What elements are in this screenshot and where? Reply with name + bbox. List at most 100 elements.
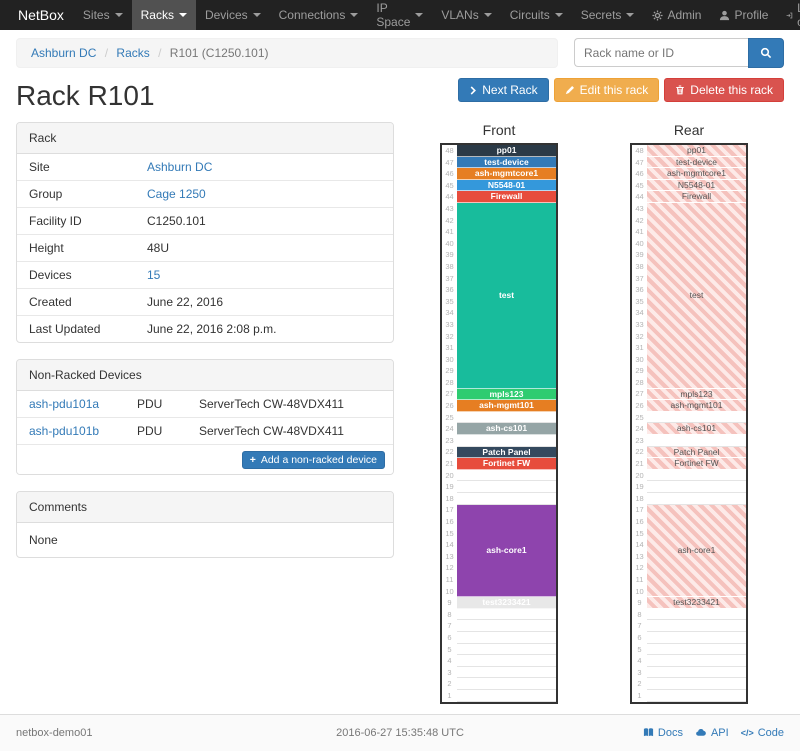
rack-empty-unit[interactable] (647, 492, 746, 505)
rack-empty-unit[interactable] (647, 666, 746, 679)
docs-link[interactable]: Docs (643, 727, 683, 739)
nav-item-ip-space[interactable]: IP Space (367, 0, 432, 30)
rack-empty-unit[interactable] (647, 643, 746, 656)
unit-number: 32 (635, 331, 644, 341)
rack-device-rear[interactable]: test (647, 202, 746, 389)
rack-empty-unit[interactable] (457, 643, 556, 656)
rack-empty-unit[interactable] (647, 608, 746, 621)
nav-item-vlans[interactable]: VLANs (432, 0, 500, 30)
rack-empty-unit[interactable] (457, 690, 556, 702)
rack-empty-unit[interactable] (647, 411, 746, 424)
rack-device-front[interactable]: Patch Panel (457, 446, 556, 459)
rack-empty-unit[interactable] (647, 690, 746, 702)
unit-number: 13 (635, 551, 644, 561)
breadcrumb-racks[interactable]: Racks (116, 46, 150, 60)
next-rack-button[interactable]: Next Rack (458, 78, 549, 102)
chevron-down-icon (626, 13, 635, 17)
rack-device-front[interactable]: mpls123 (457, 388, 556, 401)
rack-empty-unit[interactable] (457, 678, 556, 691)
group-link[interactable]: Cage 1250 (147, 187, 206, 201)
device-link[interactable]: ash-pdu101a (29, 397, 100, 411)
chevron-down-icon (554, 13, 563, 17)
attr-row-created: Created June 22, 2016 (17, 289, 393, 316)
rack-empty-unit[interactable] (457, 620, 556, 633)
rack-device-front[interactable]: Fortinet FW (457, 458, 556, 470)
rack-empty-unit[interactable] (457, 469, 556, 482)
unit-number: 20 (635, 470, 644, 480)
rack-device-rear[interactable]: pp01 (647, 145, 746, 157)
rack-device-rear[interactable]: Patch Panel (647, 446, 746, 459)
rack-device-rear[interactable]: test-device (647, 156, 746, 169)
rack-device-rear[interactable]: Firewall (647, 191, 746, 203)
breadcrumb: Ashburn DC / Racks / R101 (C1250.101) (16, 38, 558, 68)
rack-device-front[interactable]: ash-mgmtcore1 (457, 168, 556, 180)
nav-item-connections[interactable]: Connections (270, 0, 368, 30)
updated-value: June 22, 2016 2:08 p.m. (147, 322, 277, 336)
user-icon (720, 10, 730, 20)
rack-device-rear[interactable]: test3233421 (647, 597, 746, 609)
edit-rack-button[interactable]: Edit this rack (553, 78, 660, 102)
rack-empty-unit[interactable] (647, 469, 746, 482)
rack-device-rear[interactable]: N5548-01 (647, 179, 746, 192)
breadcrumb-site[interactable]: Ashburn DC (31, 46, 97, 60)
api-link[interactable]: API (695, 727, 729, 739)
rack-device-rear[interactable]: ash-mgmtcore1 (647, 168, 746, 180)
rack-empty-unit[interactable] (457, 632, 556, 644)
devices-count-link[interactable]: 15 (147, 268, 161, 282)
unit-number: 47 (445, 157, 454, 167)
height-value: 48U (147, 241, 170, 255)
rack-empty-unit[interactable] (647, 434, 746, 447)
rack-empty-unit[interactable] (457, 411, 556, 424)
search-input[interactable] (574, 38, 748, 67)
rack-empty-unit[interactable] (457, 666, 556, 679)
logout-link[interactable]: Log out (777, 0, 800, 30)
unit-number: 12 (635, 563, 644, 573)
rack-empty-unit[interactable] (647, 678, 746, 691)
delete-rack-button[interactable]: Delete this rack (664, 78, 784, 102)
rack-device-front[interactable]: ash-core1 (457, 504, 556, 598)
rack-empty-unit[interactable] (647, 632, 746, 644)
profile-link[interactable]: Profile (710, 0, 777, 30)
rack-device-front[interactable]: test-device (457, 156, 556, 169)
unit-number: 4 (447, 656, 452, 666)
rack-device-front[interactable]: ash-cs101 (457, 423, 556, 435)
add-non-racked-device-button[interactable]: + Add a non-racked device (241, 451, 385, 469)
admin-link[interactable]: Admin (643, 0, 710, 30)
search-button[interactable] (748, 38, 784, 68)
unit-number: 28 (445, 377, 454, 387)
rack-device-front[interactable]: test (457, 202, 556, 389)
rack-empty-unit[interactable] (457, 434, 556, 447)
rack-empty-unit[interactable] (457, 481, 556, 493)
chevron-down-icon (114, 13, 123, 17)
unit-number: 45 (635, 180, 644, 190)
unit-number: 43 (445, 203, 454, 213)
nav-item-devices[interactable]: Devices (196, 0, 270, 30)
rack-device-front[interactable]: test3233421 (457, 597, 556, 609)
rack-empty-unit[interactable] (647, 620, 746, 633)
site-link[interactable]: Ashburn DC (147, 160, 213, 174)
rack-device-front[interactable]: ash-mgmt101 (457, 400, 556, 412)
rack-device-front[interactable]: pp01 (457, 145, 556, 157)
rack-device-rear[interactable]: ash-cs101 (647, 423, 746, 435)
rack-device-rear[interactable]: ash-mgmt101 (647, 400, 746, 412)
code-link[interactable]: </> Code (740, 726, 784, 739)
rack-empty-unit[interactable] (457, 655, 556, 667)
rack-device-rear[interactable]: mpls123 (647, 388, 746, 401)
rack-empty-unit[interactable] (457, 608, 556, 621)
rack-empty-unit[interactable] (457, 492, 556, 505)
unit-number: 48 (635, 146, 644, 155)
nav-item-secrets[interactable]: Secrets (572, 0, 644, 30)
rack-device-front[interactable]: Firewall (457, 191, 556, 203)
rack-empty-unit[interactable] (647, 655, 746, 667)
nav-item-racks[interactable]: Racks (131, 0, 196, 30)
unit-number: 9 (637, 598, 642, 608)
rack-device-front[interactable]: N5548-01 (457, 179, 556, 192)
nav-item-sites[interactable]: Sites (74, 0, 132, 30)
unit-number: 46 (445, 169, 454, 179)
rack-device-rear[interactable]: Fortinet FW (647, 458, 746, 470)
rack-empty-unit[interactable] (647, 481, 746, 493)
brand-netbox[interactable]: NetBox (18, 7, 64, 23)
nav-item-circuits[interactable]: Circuits (501, 0, 572, 30)
device-link[interactable]: ash-pdu101b (29, 424, 100, 438)
rack-device-rear[interactable]: ash-core1 (647, 504, 746, 598)
